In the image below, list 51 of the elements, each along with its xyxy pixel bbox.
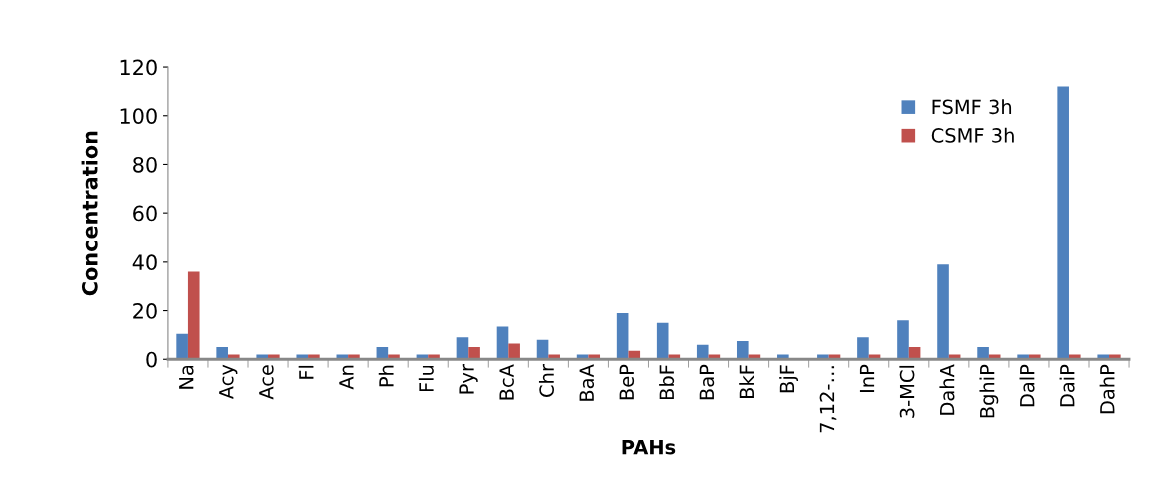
bar — [977, 347, 989, 360]
bar — [468, 347, 480, 360]
x-tick-label: BjF — [779, 365, 799, 393]
bar — [496, 326, 509, 360]
bar — [456, 337, 469, 360]
x-tick-label: DahP — [1099, 364, 1115, 414]
x-tick-label: Chr — [538, 364, 554, 397]
bar — [1057, 86, 1069, 360]
x-tick-label: BkF — [739, 365, 754, 398]
legend-label: CSMF 3h — [931, 127, 1014, 143]
bar — [187, 271, 200, 360]
y-tick-label: 120 — [120, 59, 157, 76]
bar — [897, 320, 909, 360]
bar — [937, 264, 949, 360]
x-tick-label: BeP — [619, 364, 635, 400]
bar — [508, 343, 520, 360]
bar — [616, 312, 629, 360]
x-tick-label: DaiP — [1059, 364, 1075, 407]
x-tick-label: Ph — [378, 365, 394, 387]
y-tick-label: 100 — [120, 108, 157, 124]
x-tick-label: BbF — [659, 365, 675, 400]
x-tick-label: DahA — [939, 364, 955, 415]
bar — [696, 344, 709, 360]
x-tick-label: An — [339, 365, 354, 390]
bar — [736, 340, 749, 360]
x-axis-title: PAHs — [622, 440, 676, 455]
y-axis-title: Concentration — [81, 131, 98, 296]
x-tick-label: InP — [859, 364, 875, 392]
y-tick-label: 0 — [146, 351, 157, 368]
legend-label: FSMF 3h — [932, 99, 1012, 115]
y-tick-label: 80 — [133, 156, 157, 173]
x-tick-label: Fl — [298, 365, 314, 379]
x-tick-label: BghiP — [979, 364, 999, 418]
x-tick-label: BcA — [499, 364, 514, 400]
bar — [216, 347, 228, 360]
x-tick-label: BaP — [699, 364, 715, 400]
x-tick-label: DalP — [1019, 364, 1035, 407]
x-tick-label: BaA — [579, 364, 595, 401]
y-tick-label: 40 — [132, 254, 157, 271]
x-tick-label: Pyr — [459, 364, 478, 394]
x-tick-label: Acy — [219, 364, 238, 400]
x-tick-label: 7,12-… — [819, 366, 837, 433]
bar — [656, 322, 669, 360]
x-tick-label: 3-MCl — [899, 365, 915, 418]
y-tick-label: 60 — [133, 205, 157, 222]
x-tick-label: Ace — [259, 365, 274, 400]
bar — [176, 333, 188, 360]
bar — [857, 337, 869, 360]
x-tick-label: Na — [179, 365, 194, 389]
y-tick-label: 20 — [133, 303, 157, 319]
x-tick-label: Flu — [418, 365, 434, 392]
